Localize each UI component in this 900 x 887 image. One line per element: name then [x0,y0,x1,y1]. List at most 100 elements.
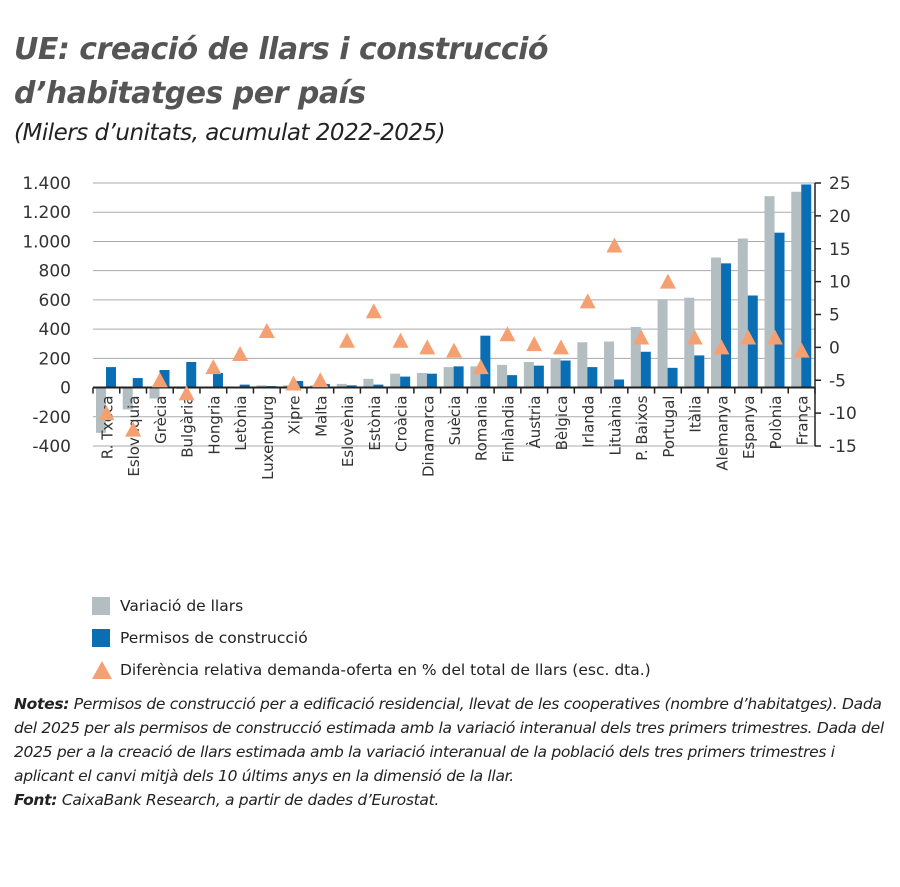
triangle-marker [766,329,783,345]
triangle-marker [606,237,623,253]
bar-permits [533,365,544,388]
bar-permits [159,370,170,388]
bar-permits [239,384,250,388]
bar-permits [400,376,411,388]
bar-permits [694,355,705,388]
triangle-marker [312,372,329,388]
left-tick-label: 600 [39,291,71,311]
x-tick-label: Luxemburg [259,396,277,480]
bar-permits [801,184,812,388]
notes: Notes: Permisos de construcció per a edi… [14,692,894,812]
triangle-marker [285,375,302,391]
x-tick-label: Estònia [366,396,384,451]
triangle-marker [125,421,142,437]
x-tick-label: Alemanya [713,396,731,471]
left-tick-label: -200 [32,408,71,428]
bar-households [791,191,802,388]
bar-households [604,341,615,388]
triangle-marker [526,336,543,352]
bar-households [390,373,401,388]
right-tick-label: -15 [829,437,857,457]
bar-permits [132,378,143,388]
x-tick-label: Xipre [286,396,304,435]
triangle-marker [579,293,596,309]
x-tick-label: Polònia [767,396,785,450]
triangle-marker [205,359,222,375]
triangle-marker [499,326,516,342]
title-line-1: UE: creació de llars i construcció [14,32,549,67]
bar-households [737,238,748,388]
bar-households [416,372,427,388]
right-tick-label: 0 [829,338,840,358]
bar-households [363,378,374,388]
x-tick-label: Croàcia [393,396,411,452]
x-tick-label: Irlanda [580,396,598,448]
legend-swatch-blue [92,629,110,647]
bar-households [122,387,133,410]
triangle-icon [92,661,112,679]
triangle-marker [365,303,382,319]
triangle-marker [793,342,810,358]
left-tick-label: 1.400 [22,174,71,194]
x-tick-label: Bulgària [179,396,197,458]
bar-permits [346,385,357,388]
x-tick-label: Hongria [205,396,223,455]
triangle-marker [446,342,462,358]
x-tick-label: França [794,396,812,446]
legend-item-permits: Permisos de construcció [92,622,651,654]
legend-swatch-gray [92,597,110,615]
bar-households [96,387,106,433]
triangle-marker [392,332,409,348]
bar-households [443,367,454,388]
x-tick-label: Malta [312,396,330,437]
legend-item-gap: Diferència relativa demanda-oferta en % … [92,654,651,686]
bar-permits [480,335,491,388]
bar-permits [453,366,464,388]
right-tick-label: 15 [829,240,851,260]
title-line-2: d’habitatges per país [14,76,366,111]
x-tick-label: Àustria [525,396,544,449]
right-tick-label: 25 [829,174,851,194]
x-tick-label: Bèlgica [553,396,571,451]
triangle-marker [686,329,703,345]
triangle-marker [472,359,489,375]
notes-text: Permisos de construcció per a edificació… [14,695,884,785]
bar-households [256,385,267,388]
bar-households [630,326,641,388]
legend-label: Diferència relativa demanda-oferta en % … [120,661,651,679]
bar-households [764,196,775,388]
triangle-marker [659,273,676,289]
bar-permits [560,360,571,388]
source-text: CaixaBank Research, a partir de dades d’… [57,791,439,809]
triangle-marker [258,322,275,338]
chart-subtitle: (Milers d’unitats, acumulat 2022-2025) [14,120,446,146]
bar-households [336,383,347,388]
left-tick-label: -400 [32,437,71,457]
right-tick-label: 10 [829,273,851,293]
left-tick-label: 800 [39,262,71,282]
triangle-marker [232,345,249,361]
x-tick-label: Romania [473,396,491,462]
bar-permits [667,367,678,388]
bar-permits [507,375,518,388]
bar-households [711,257,722,388]
x-tick-label: Lituània [606,396,624,456]
left-tick-label: 1.000 [22,232,71,252]
right-tick-label: -5 [829,371,846,391]
bar-households [497,364,508,388]
bar-households [550,359,561,388]
left-tick-label: 1.200 [22,203,71,223]
right-tick-label: 5 [829,306,840,326]
bar-permits [373,384,384,388]
legend-item-households: Variació de llars [92,590,651,622]
bar-permits [426,373,437,388]
left-tick-label: 200 [39,349,71,369]
bar-households [657,299,668,388]
legend-label: Permisos de construcció [120,629,308,647]
x-tick-label: Dinamarca [419,396,437,478]
bar-permits [186,361,197,388]
x-tick-label: Letònia [232,396,250,451]
bar-households [149,387,160,399]
triangle-marker [339,332,356,348]
bar-permits [721,263,732,388]
